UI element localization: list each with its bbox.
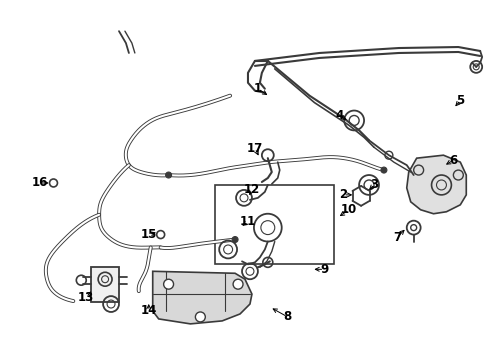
Circle shape [166,172,171,178]
Circle shape [233,279,243,289]
Circle shape [49,179,57,187]
Circle shape [381,167,387,173]
Circle shape [157,231,165,239]
Bar [91,267,119,302]
Polygon shape [153,271,252,324]
Text: 6: 6 [449,154,458,167]
Circle shape [196,312,205,322]
Text: 16: 16 [31,176,48,189]
Text: 13: 13 [78,291,95,303]
Text: 5: 5 [456,94,465,107]
Polygon shape [407,155,466,214]
Text: 4: 4 [335,109,343,122]
Text: 8: 8 [284,310,292,323]
Text: 3: 3 [370,179,378,192]
Text: 10: 10 [341,203,357,216]
Text: 12: 12 [244,184,260,197]
Text: 7: 7 [393,231,401,244]
Circle shape [232,237,238,243]
Text: 15: 15 [141,228,157,241]
Bar [215,185,334,264]
Text: 1: 1 [254,82,262,95]
Circle shape [164,279,173,289]
Text: 11: 11 [240,215,256,228]
Text: 9: 9 [320,263,328,276]
Text: 2: 2 [339,188,347,201]
Text: 17: 17 [247,142,263,155]
Text: 14: 14 [141,305,157,318]
